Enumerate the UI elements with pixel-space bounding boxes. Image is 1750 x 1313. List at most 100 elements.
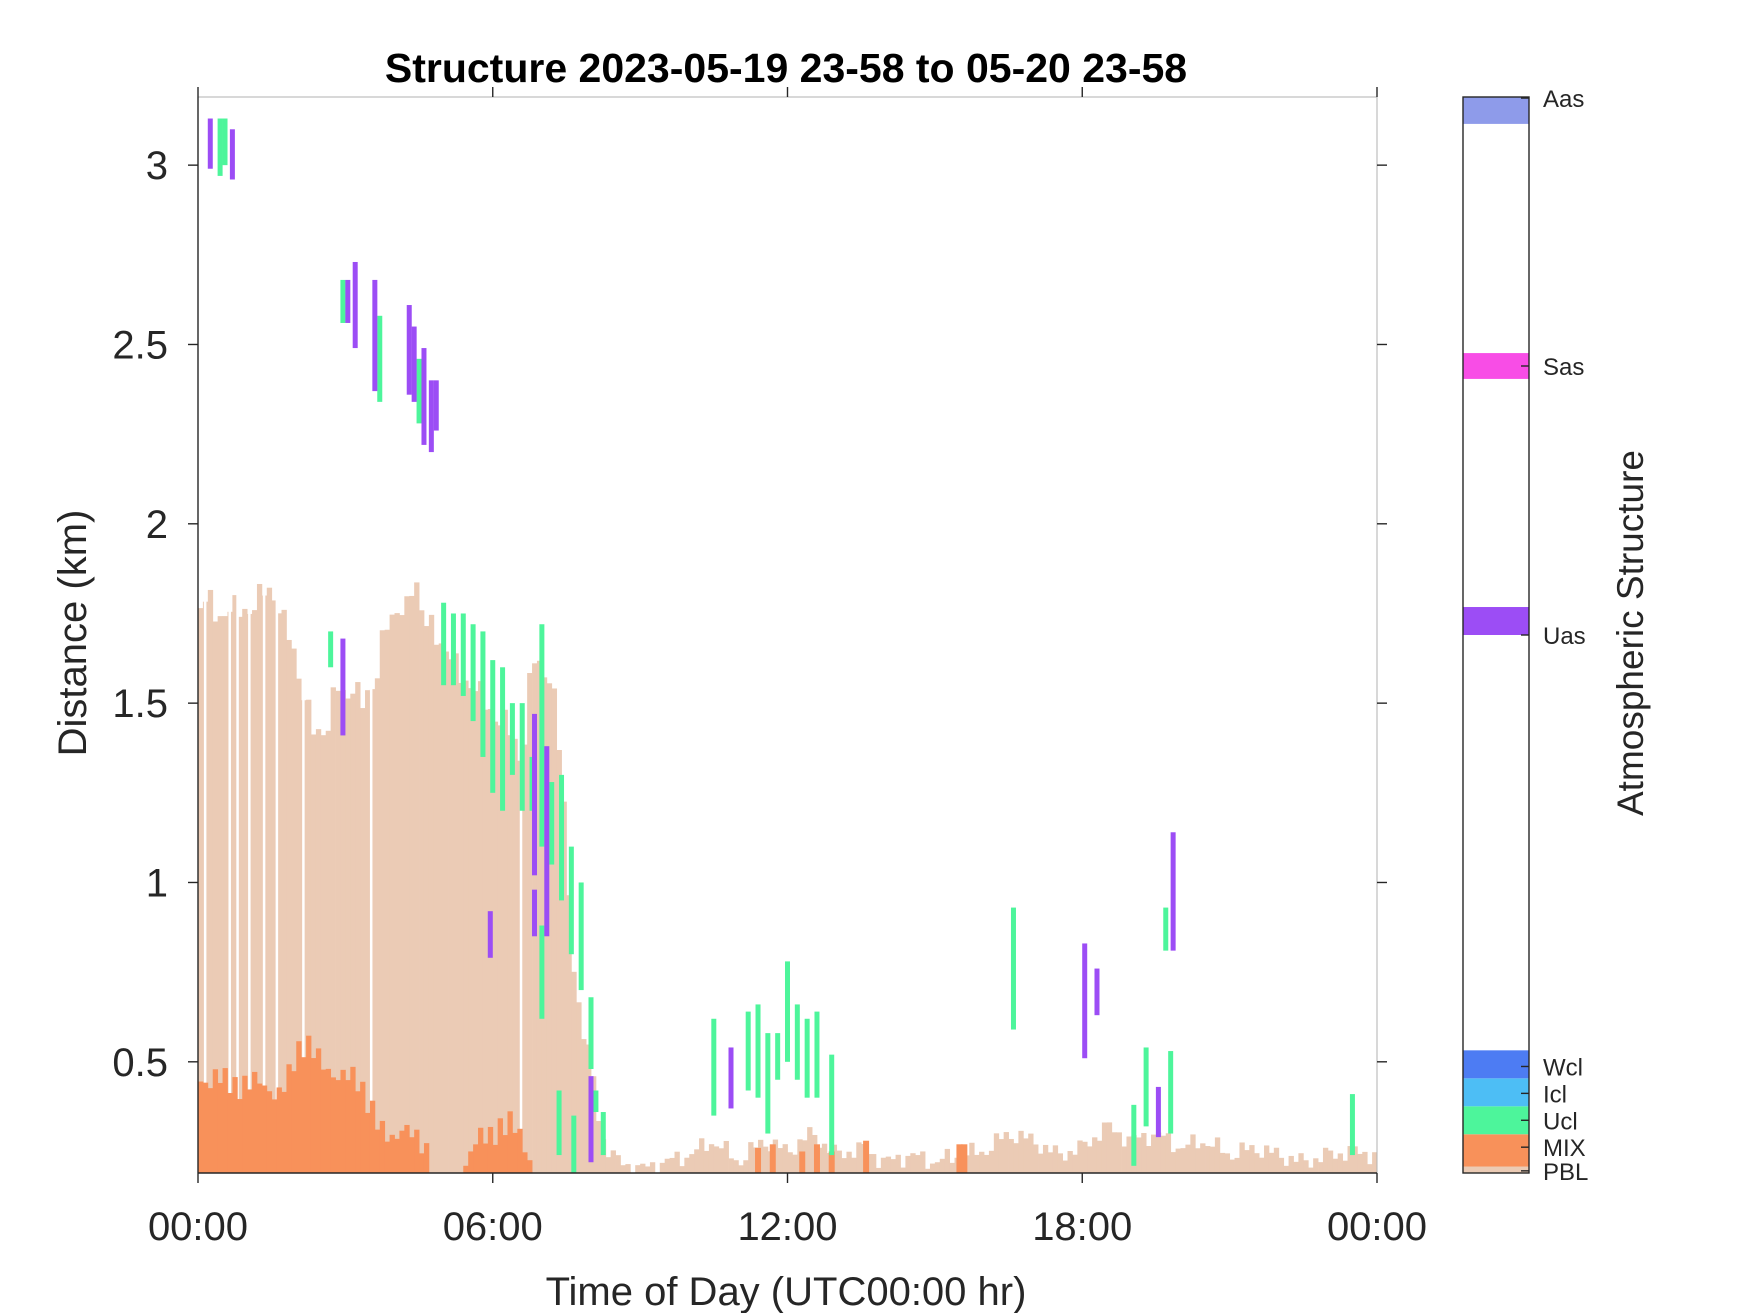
pbl-bar (325, 730, 332, 1173)
pbl-bar (1200, 1143, 1206, 1173)
ucl-segment (745, 1011, 751, 1091)
mix-bar (497, 1118, 503, 1173)
data-gap (275, 588, 279, 1173)
mix-bar (202, 1082, 209, 1173)
ucl-segment (519, 703, 525, 811)
pbl-bar (217, 616, 223, 1173)
pbl-bar (777, 1148, 783, 1173)
x-axis-ticks: 00:00 06:00 12:00 18:00 00:00 (148, 87, 1427, 1249)
mix-bar (473, 1144, 479, 1173)
uas-segment (728, 1047, 734, 1109)
pbl-bar (645, 1166, 651, 1173)
mix-bar (527, 1160, 533, 1173)
pbl-bar (1268, 1152, 1275, 1173)
pbl-bar (699, 1138, 705, 1173)
mix-bar (769, 1144, 776, 1173)
mix-bar (399, 1130, 405, 1173)
pbl-bar (1062, 1160, 1068, 1173)
pbl-bar (1308, 1167, 1314, 1173)
pbl-bar (669, 1157, 675, 1173)
pbl-bar (1337, 1153, 1344, 1173)
pbl-bar (453, 653, 459, 1173)
colorbar-swatch-wcl (1463, 1050, 1529, 1079)
ucl-segment (571, 1115, 577, 1173)
pbl-bar (1067, 1151, 1073, 1173)
pbl-bar (1259, 1157, 1265, 1173)
pbl-bar (1239, 1142, 1245, 1173)
uas-segment (544, 746, 550, 937)
pbl-bar (925, 1168, 931, 1173)
data-gap (302, 588, 305, 1173)
mix-bar (207, 1088, 214, 1173)
mix-bar (478, 1127, 484, 1173)
pbl-bar (1273, 1147, 1280, 1173)
mix-bar (956, 1144, 963, 1173)
pbl-bar (1033, 1144, 1039, 1173)
pbl-bar (502, 709, 508, 1173)
mix-bar (799, 1151, 806, 1173)
pbl-bar (556, 750, 562, 1173)
ucl-segment (711, 1018, 717, 1116)
pbl-bar (1298, 1153, 1304, 1173)
pbl-bar (404, 596, 410, 1173)
pbl-bar (841, 1158, 847, 1173)
pbl-bar (1151, 1134, 1157, 1173)
pbl-bar (738, 1165, 744, 1173)
uas-segment (340, 638, 346, 736)
colorbar-label-uas: Uas (1543, 623, 1586, 650)
pbl-bar (1332, 1158, 1339, 1173)
mix-bar (320, 1069, 327, 1173)
pbl-bar (566, 895, 572, 1173)
chart-title: Structure 2023-05-19 23-58 to 05-20 23-5… (385, 45, 1187, 91)
pbl-bar (915, 1155, 921, 1173)
data-gap (262, 588, 266, 1173)
pbl-bar (1205, 1146, 1211, 1173)
pbl-bar (659, 1162, 666, 1173)
pbl-bar (988, 1150, 995, 1173)
pbl-bar (256, 583, 263, 1173)
mix-bar (961, 1144, 968, 1173)
ucl-layer (217, 118, 1355, 1173)
mix-bar (374, 1129, 381, 1173)
mix-bar (340, 1069, 346, 1173)
colorbar-label-icl: Icl (1543, 1081, 1567, 1108)
pbl-bar (1082, 1141, 1088, 1173)
pbl-bar (340, 690, 346, 1173)
mix-bar (482, 1143, 489, 1173)
pbl-bar (934, 1162, 941, 1173)
mix-bar (468, 1151, 474, 1173)
pbl-bar (723, 1140, 729, 1173)
y-tick-label: 1.5 (112, 682, 168, 726)
pbl-bar (581, 1039, 587, 1173)
pbl-bar (242, 608, 248, 1173)
pbl-bar (949, 1162, 955, 1173)
pbl-bar (1278, 1157, 1285, 1173)
pbl-bar (1003, 1132, 1009, 1173)
mix-layer (198, 1035, 968, 1173)
mix-bar (345, 1080, 351, 1173)
pbl-bar (1229, 1159, 1235, 1173)
pbl-bar (379, 630, 386, 1173)
pbl-bar (929, 1163, 936, 1173)
uas-segment (411, 326, 417, 402)
mix-bar (813, 1144, 820, 1173)
mix-bar (271, 1099, 277, 1173)
pbl-bar (335, 690, 341, 1173)
pbl-bar (1106, 1122, 1113, 1173)
pbl-bar (291, 648, 297, 1173)
mix-bar (306, 1035, 312, 1173)
pbl-bar (443, 651, 449, 1173)
pbl-bar (1023, 1138, 1029, 1173)
pbl-bar (1224, 1153, 1231, 1173)
ucl-segment (578, 882, 584, 991)
ucl-segment (829, 1054, 835, 1156)
ucl-segment (556, 1090, 562, 1156)
mix-bar (256, 1083, 263, 1173)
pbl-bar (762, 1146, 769, 1173)
pbl-bar (330, 687, 336, 1173)
data-gap (228, 588, 231, 1173)
colorbar-swatch-uas (1463, 607, 1529, 635)
pbl-bar (232, 595, 238, 1173)
pbl-bar (296, 678, 302, 1173)
